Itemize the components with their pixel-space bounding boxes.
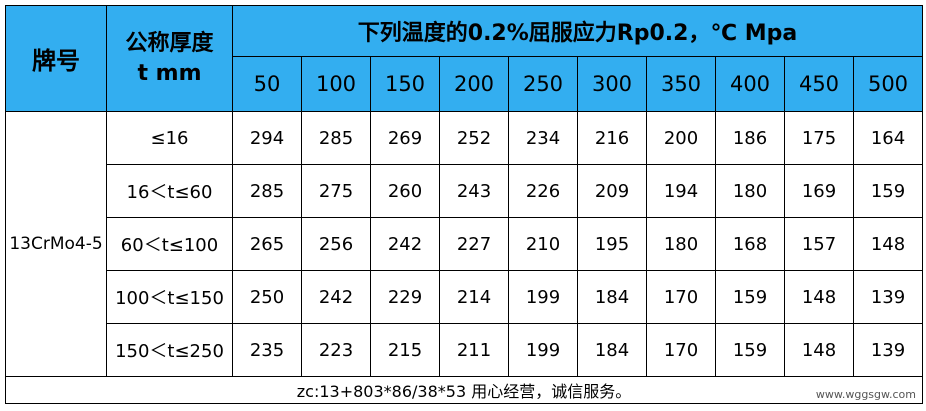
temperature-header-cell: 450 [784, 56, 854, 112]
yield-value-cell: 180 [715, 164, 785, 218]
yield-value-cell: 250 [232, 270, 302, 324]
temperature-header-cell: 250 [508, 56, 578, 112]
table-body: 13CrMo4-5 ≤16 294 285 269 252 234 216 200 186 175 1… [5, 111, 923, 377]
yield-value-cell: 199 [508, 270, 578, 324]
header-row-title: 牌号 公称厚度 t mm 下列温度的0.2%屈服应力Rp0.2，℃ Mpa [5, 5, 923, 112]
temperature-header-cell: 300 [577, 56, 647, 112]
yield-value-cell: 164 [853, 111, 923, 165]
grade-cell: 13CrMo4-5 [5, 111, 107, 377]
thickness-header: 公称厚度 t mm [106, 5, 233, 112]
yield-value-cell: 275 [301, 164, 371, 218]
yield-value-cell: 184 [577, 270, 647, 324]
table-row: 13CrMo4-5 ≤16 294 285 269 252 234 216 200 186 175 1… [5, 111, 923, 377]
yield-value-cell: 260 [370, 164, 440, 218]
thickness-range-cell: ≤16 [106, 111, 233, 165]
yield-value-cell: 194 [646, 164, 716, 218]
yield-value-cell: 269 [370, 111, 440, 165]
yield-strength-table: 牌号 公称厚度 t mm 下列温度的0.2%屈服应力Rp0.2，℃ Mpa 50… [5, 5, 923, 404]
yield-value-cell: 195 [577, 217, 647, 271]
yield-value-cell: 226 [508, 164, 578, 218]
temperature-header-cell: 100 [301, 56, 371, 112]
temperature-header-cell: 200 [439, 56, 509, 112]
thickness-header-unit: t mm [137, 60, 202, 86]
yield-value-cell: 210 [508, 217, 578, 271]
yield-value-cell: 159 [853, 164, 923, 218]
yield-value-cell: 157 [784, 217, 854, 271]
yield-value-cell: 285 [301, 111, 371, 165]
temperature-header-cell: 400 [715, 56, 785, 112]
yield-value-cell: 148 [853, 217, 923, 271]
yield-value-cell: 242 [301, 270, 371, 324]
yield-value-cell: 214 [439, 270, 509, 324]
temperature-header-cell: 350 [646, 56, 716, 112]
footer-cell: zc:13+803*86/38*53 用心经营，诚信服务。 www.wggsgw… [5, 376, 923, 404]
yield-value-cell: 294 [232, 111, 302, 165]
yield-value-cell: 223 [301, 323, 371, 377]
thickness-range-cell: 16＜t≤60 [106, 164, 233, 218]
yield-value-cell: 211 [439, 323, 509, 377]
watermark-text: www.wggsgw.com [815, 388, 916, 401]
yield-value-cell: 159 [715, 323, 785, 377]
yield-value-cell: 139 [853, 270, 923, 324]
thickness-header-label: 公称厚度 [125, 30, 214, 56]
table-row: 60＜t≤100 265 256 242 227 210 195 180 168 157 148 [6, 217, 923, 271]
yield-value-cell: 216 [577, 111, 647, 165]
footer-row: zc:13+803*86/38*53 用心经营，诚信服务。 www.wggsgw… [5, 376, 923, 404]
yield-value-cell: 229 [370, 270, 440, 324]
yield-value-cell: 184 [577, 323, 647, 377]
yield-value-cell: 243 [439, 164, 509, 218]
yield-value-cell: 242 [370, 217, 440, 271]
thickness-range-cell: 100＜t≤150 [106, 270, 233, 324]
yield-value-cell: 200 [646, 111, 716, 165]
thickness-range-cell: 60＜t≤100 [106, 217, 233, 271]
yield-value-cell: 186 [715, 111, 785, 165]
yield-value-cell: 148 [784, 323, 854, 377]
yield-value-cell: 180 [646, 217, 716, 271]
yield-value-cell: 148 [784, 270, 854, 324]
yield-value-cell: 170 [646, 323, 716, 377]
yield-value-cell: 215 [370, 323, 440, 377]
temperature-header-cell: 50 [232, 56, 302, 112]
yield-value-cell: 234 [508, 111, 578, 165]
temperature-header-cell: 150 [370, 56, 440, 112]
yield-value-cell: 168 [715, 217, 785, 271]
temperature-title: 下列温度的0.2%屈服应力Rp0.2，℃ Mpa [232, 5, 923, 57]
grade-header: 牌号 [5, 5, 107, 112]
yield-value-cell: 169 [784, 164, 854, 218]
yield-value-cell: 139 [853, 323, 923, 377]
header-row-temperatures: 50 100 150 200 250 300 350 400 450 500 [6, 56, 923, 112]
yield-value-cell: 256 [301, 217, 371, 271]
footer-text: zc:13+803*86/38*53 用心经营，诚信服务。 [296, 382, 632, 401]
yield-value-cell: 265 [232, 217, 302, 271]
yield-value-cell: 209 [577, 164, 647, 218]
thickness-range-cell: 150＜t≤250 [106, 323, 233, 377]
table-row: 16＜t≤60 285 275 260 243 226 209 194 180 169 159 [6, 164, 923, 218]
table-row: 100＜t≤150 250 242 229 214 199 184 170 159 148 139 [6, 270, 923, 324]
yield-value-cell: 252 [439, 111, 509, 165]
yield-value-cell: 159 [715, 270, 785, 324]
table-row: 150＜t≤250 235 223 215 211 199 184 170 159 148 139 [6, 323, 923, 377]
yield-value-cell: 285 [232, 164, 302, 218]
yield-value-cell: 170 [646, 270, 716, 324]
yield-value-cell: 175 [784, 111, 854, 165]
yield-value-cell: 227 [439, 217, 509, 271]
temperature-header-cell: 500 [853, 56, 923, 112]
yield-value-cell: 199 [508, 323, 578, 377]
yield-value-cell: 235 [232, 323, 302, 377]
